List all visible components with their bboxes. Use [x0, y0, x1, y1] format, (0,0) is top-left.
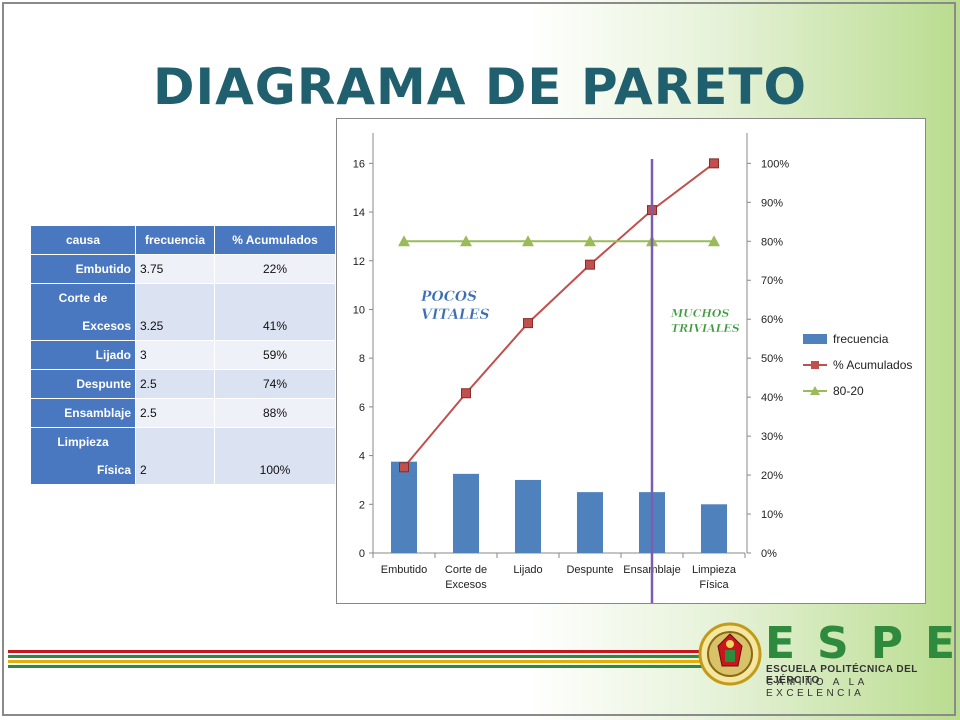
legend-label: % Acumulados [833, 358, 912, 372]
bar [514, 479, 542, 553]
y-right-tick-label: 70% [761, 275, 783, 287]
espe-logo-letters: ESPE [765, 618, 960, 669]
slide-title: DIAGRAMA DE PARETO [153, 58, 807, 116]
series-line [403, 162, 715, 468]
chart-annotation: VITALES [421, 307, 490, 323]
y-left-tick-label: 8 [359, 353, 365, 365]
table-row: Embutido 3.75 22% [30, 254, 336, 284]
cell-acumulado: 41% [214, 283, 336, 341]
data-point [461, 388, 471, 399]
cell-causa: Despunte [30, 369, 136, 399]
cell-frecuencia: 3.25 [135, 283, 215, 341]
cell-frecuencia: 3 [135, 340, 215, 370]
legend-label: frecuencia [833, 332, 889, 346]
y-right-tick-label: 90% [761, 197, 783, 209]
legend-marker [810, 386, 820, 395]
cell-acumulado: 74% [214, 369, 336, 399]
cell-frecuencia: 3.75 [135, 254, 215, 284]
y-right-tick-label: 100% [761, 158, 789, 170]
x-tick-label: Embutido [381, 564, 427, 576]
table-row: Ensamblaje 2.5 88% [30, 398, 336, 428]
chart-annotation: POCOS [420, 289, 477, 305]
y-left-tick-label: 6 [359, 402, 365, 414]
cell-causa: Corte de Excesos [30, 283, 136, 341]
espe-motto: CAMINO A LA EXCELENCIA [766, 677, 868, 699]
cell-causa: Embutido [30, 254, 136, 284]
data-point [522, 235, 534, 247]
data-point [460, 235, 472, 247]
y-right-tick-label: 50% [761, 353, 783, 365]
cell-frecuencia: 2 [135, 427, 215, 485]
chart-svg: 0 2 4 6 8 10 12 14 16 0% 10% 20% 30% 40% 50% 60% 70% 80% 9… [353, 133, 912, 603]
cell-acumulado: 88% [214, 398, 336, 428]
cell-frecuencia: 2.5 [135, 398, 215, 428]
column-header-causa: causa [30, 225, 136, 255]
y-right-tick-label: 20% [761, 470, 783, 482]
data-point [708, 235, 720, 247]
footer-stripe [8, 665, 708, 668]
x-tick-label: Lijado [513, 564, 542, 576]
cell-acumulado: 59% [214, 340, 336, 370]
column-header-frecuencia: frecuencia [135, 225, 215, 255]
legend-label: 80-20 [833, 384, 864, 398]
x-tick-label: Despunte [566, 564, 613, 576]
x-tick-label: Limpieza [692, 564, 737, 576]
cell-causa: Ensamblaje [30, 398, 136, 428]
y-left-tick-label: 2 [359, 499, 365, 511]
y-left-tick-label: 14 [353, 207, 365, 219]
y-left-tick-label: 4 [359, 451, 365, 463]
x-tick-label: Excesos [445, 579, 487, 591]
legend-marker [811, 361, 819, 369]
data-point [584, 235, 596, 247]
footer-stripe [8, 660, 708, 663]
y-left-tick-label: 0 [359, 548, 365, 560]
cell-acumulado: 22% [214, 254, 336, 284]
y-right-tick-label: 80% [761, 236, 783, 248]
data-point [709, 158, 719, 169]
footer-stripe [8, 650, 708, 653]
y-right-tick-label: 30% [761, 431, 783, 443]
bar [576, 492, 604, 553]
bar [452, 473, 480, 553]
espe-name: ESCUELA POLITÉCNICA DEL EJÉRCITO [766, 664, 918, 686]
y-right-tick-label: 60% [761, 314, 783, 326]
data-point [585, 259, 595, 270]
cell-frecuencia: 2.5 [135, 369, 215, 399]
y-left-tick-label: 12 [353, 256, 365, 268]
bar [700, 504, 728, 553]
legend-swatch [803, 334, 827, 344]
table-body: Embutido 3.75 22% Corte de Excesos 3.25 41% Lij… [30, 254, 336, 485]
chart-annotation: MUCHOS [670, 307, 729, 320]
cell-causa: Lijado [30, 340, 136, 370]
column-header-acumulados: % Acumulados [214, 225, 336, 255]
cell-causa: Limpieza Física [30, 427, 136, 485]
table-row: Corte de Excesos 3.25 41% [30, 283, 336, 341]
x-tick-label: Física [699, 579, 729, 591]
data-point [398, 235, 410, 247]
table-row: Despunte 2.5 74% [30, 369, 336, 399]
table-row: Lijado 3 59% [30, 340, 336, 370]
data-table: causa frecuencia % Acumulados Embutido 3.… [30, 225, 336, 485]
y-right-tick-label: 0% [761, 548, 777, 560]
data-point [399, 462, 409, 473]
espe-emblem-icon [698, 622, 762, 686]
y-right-tick-label: 40% [761, 392, 783, 404]
footer-stripe [8, 655, 708, 658]
y-left-tick-label: 10 [353, 304, 365, 316]
y-left-tick-label: 16 [353, 158, 365, 170]
chart-annotation: TRIVIALES [671, 322, 740, 335]
bar [390, 461, 418, 553]
data-point [523, 318, 533, 329]
x-tick-label: Corte de [445, 564, 487, 576]
table-row: Limpieza Física 2 100% [30, 427, 336, 485]
cell-acumulado: 100% [214, 427, 336, 485]
pareto-chart: 0 2 4 6 8 10 12 14 16 0% 10% 20% 30% 40% 50% 60% 70% 80% 9… [336, 118, 926, 604]
y-right-tick-label: 10% [761, 509, 783, 521]
